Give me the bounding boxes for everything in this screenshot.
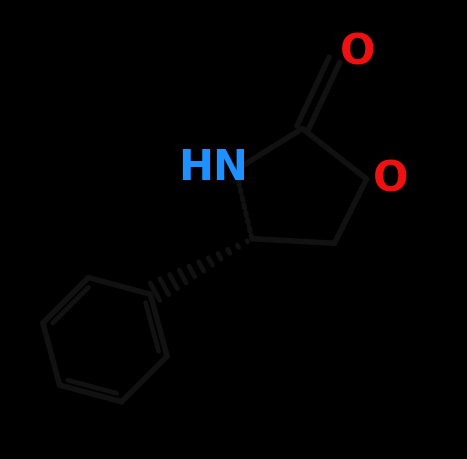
Text: HN: HN (178, 146, 248, 189)
Text: O: O (373, 158, 408, 200)
Text: O: O (340, 32, 375, 74)
